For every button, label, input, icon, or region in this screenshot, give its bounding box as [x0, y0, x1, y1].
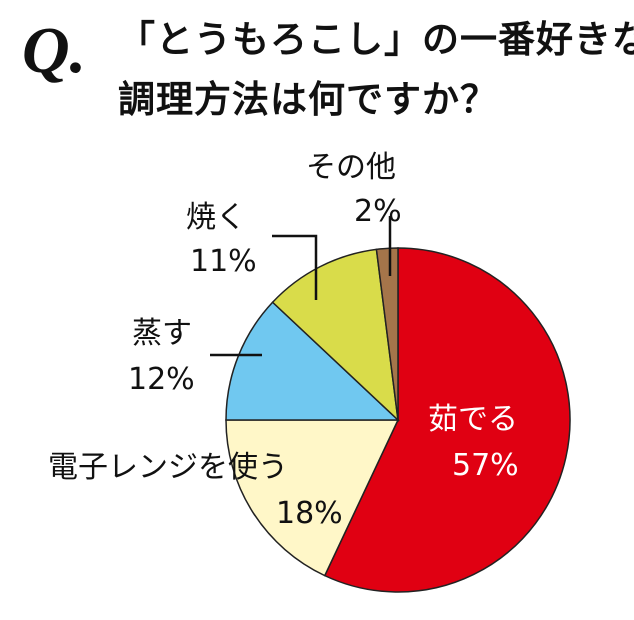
- title-line-1: 「とうもろこし」の一番好きな: [118, 18, 634, 61]
- q-mark-icon: Q.: [22, 14, 86, 86]
- leader-line-yaki: [272, 234, 318, 300]
- slice-pct-yuderu: 57%: [452, 448, 519, 483]
- q-mark-text: Q.: [22, 14, 86, 86]
- pie-slices: [225, 247, 571, 593]
- slice-label-musu: 蒸す: [132, 316, 192, 351]
- slice-label-denshi-renji: 電子レンジを使う: [48, 450, 288, 485]
- title-line-2: 調理方法は何ですか？: [118, 78, 498, 121]
- pie-slice-sonota: [375, 247, 399, 421]
- slice-pct-yaku: 11%: [190, 244, 257, 279]
- pie-slice-yuderu: [323, 247, 571, 593]
- slice-pct-sonota: 2%: [354, 194, 402, 229]
- slice-label-yuderu: 茹でる: [428, 402, 518, 437]
- pie-slice-musu: [225, 301, 400, 421]
- pie-slice-denshi-renji: [225, 419, 400, 577]
- slice-label-yaku: 焼く: [186, 200, 246, 235]
- pie-slice-yaku: [271, 248, 400, 422]
- slice-pct-denshi-renji: 18%: [276, 496, 343, 531]
- leader-lines: [210, 216, 392, 357]
- slice-label-sonota: その他: [306, 150, 396, 185]
- slice-pct-musu: 12%: [128, 362, 195, 397]
